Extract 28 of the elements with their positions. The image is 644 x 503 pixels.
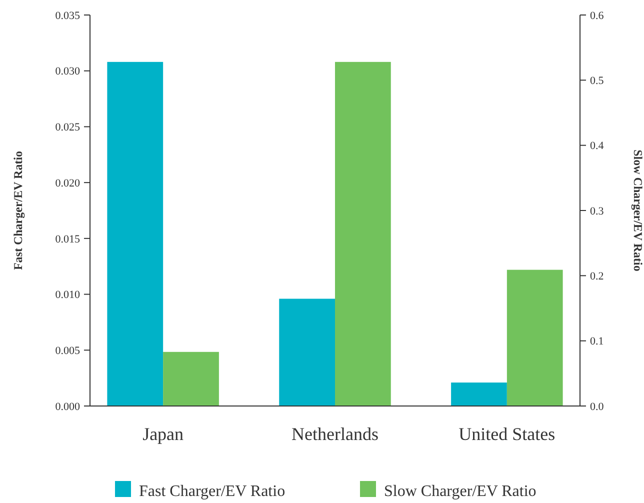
y2-tick-label: 0.1 xyxy=(590,336,604,348)
legend-label: Slow Charger/EV Ratio xyxy=(384,482,536,500)
bar xyxy=(279,298,335,406)
y-tick-label: 0.000 xyxy=(55,400,80,413)
bar xyxy=(335,62,391,406)
bar xyxy=(451,382,507,406)
y2-tick-label: 0.0 xyxy=(590,400,604,413)
y-tick-label: 0.030 xyxy=(55,66,80,78)
y2-tick-label: 0.3 xyxy=(590,205,604,218)
x-tick-label: Netherlands xyxy=(292,424,378,444)
y-tick-label: 0.035 xyxy=(55,10,80,22)
legend-label: Fast Charger/EV Ratio xyxy=(139,482,286,500)
y-tick-label: 0.025 xyxy=(55,122,80,134)
y-axis-title: Fast Charger/EV Ratio xyxy=(11,150,25,270)
y2-tick-label: 0.4 xyxy=(590,140,604,152)
y2-tick-label: 0.6 xyxy=(590,10,604,22)
bar xyxy=(107,62,164,406)
bar xyxy=(163,352,219,406)
bar xyxy=(506,270,563,406)
y2-tick-label: 0.5 xyxy=(590,75,604,88)
y-tick-label: 0.020 xyxy=(55,177,80,190)
x-tick-label: United States xyxy=(458,424,556,444)
y-tick-label: 0.015 xyxy=(55,233,80,246)
y2-axis-title: Slow Charger/EV Ratio xyxy=(631,150,644,272)
x-tick-label: Japan xyxy=(142,424,184,444)
y2-tick-label: 0.2 xyxy=(590,270,604,283)
y-tick-label: 0.010 xyxy=(55,289,80,302)
y-tick-label: 0.005 xyxy=(55,344,80,357)
